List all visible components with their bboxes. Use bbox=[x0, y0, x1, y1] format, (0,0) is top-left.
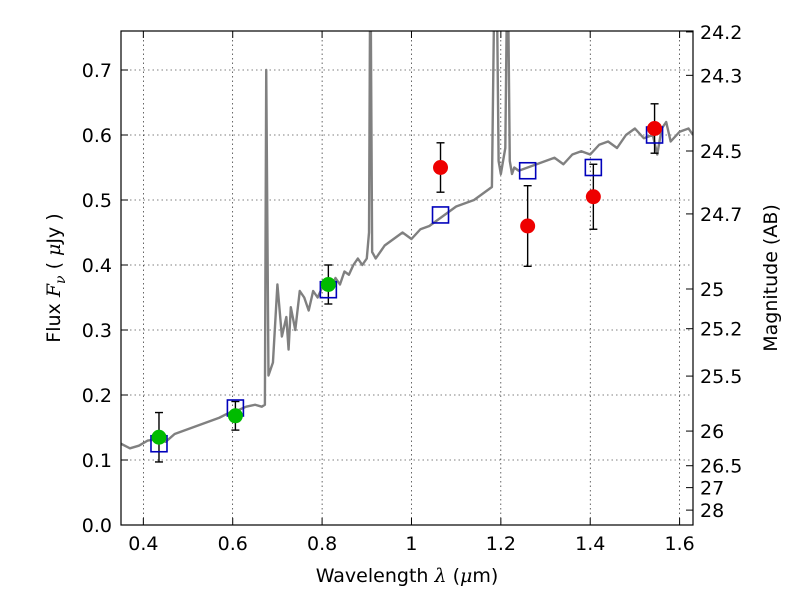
y2-tick-label: 24.5 bbox=[700, 141, 742, 163]
y2-tick-label: 24.7 bbox=[700, 204, 742, 226]
y-axis-unit-open: ( bbox=[43, 262, 65, 269]
y-tick-label: 0.3 bbox=[82, 320, 112, 342]
observed-flux-point bbox=[520, 218, 536, 234]
y2-tick-label: 26.5 bbox=[700, 456, 742, 478]
x-axis-unit-mu: μ bbox=[460, 565, 472, 587]
x-tick-label: 0.4 bbox=[128, 533, 158, 555]
y2-tick-label: 25.5 bbox=[700, 366, 742, 388]
y2-tick-label: 25.2 bbox=[700, 319, 742, 341]
y-axis-title-text: Flux bbox=[43, 303, 65, 343]
x-ticks: 0.4 0.6 0.8 1 1.2 1.4 1.6 bbox=[128, 31, 695, 555]
y-axis-unit-rest: Jy ) bbox=[43, 213, 65, 244]
x-tick-label: 1.4 bbox=[575, 533, 605, 555]
observed-flux-point bbox=[320, 277, 336, 292]
y-tick-label: 0.0 bbox=[82, 515, 112, 537]
observed-flux-point bbox=[585, 189, 601, 205]
y2-tick-label: 28 bbox=[700, 500, 724, 522]
y-tick-label: 0.6 bbox=[82, 125, 112, 147]
model-photometry-square bbox=[431, 206, 450, 224]
x-axis-title: Wavelength λ (μm) bbox=[316, 565, 499, 587]
x-axis-unit-rest: m) bbox=[472, 565, 498, 587]
observed-flux-point bbox=[227, 408, 243, 424]
data-markers-layer bbox=[150, 103, 664, 463]
y2-axis-title: Magnitude (AB) bbox=[760, 204, 782, 352]
x-tick-label: 1.6 bbox=[664, 533, 694, 555]
observed-flux-point bbox=[433, 160, 449, 175]
plot-frame bbox=[120, 30, 694, 526]
y-axis-title-subscript: ν bbox=[53, 275, 69, 284]
y-axis-unit-mu: μ bbox=[43, 244, 65, 256]
x-tick-label: 1 bbox=[405, 533, 417, 555]
observed-flux-point bbox=[151, 429, 167, 445]
y-axis-title-symbol: F bbox=[43, 283, 65, 298]
y-axis-title: Flux Fν ( μJy ) bbox=[43, 213, 69, 342]
model-photometry-square bbox=[584, 158, 603, 177]
model-photometry-square bbox=[518, 161, 537, 180]
y-tick-label: 0.5 bbox=[82, 190, 112, 212]
model-spectrum-layer bbox=[121, 31, 693, 450]
x-tick-label: 0.6 bbox=[218, 533, 248, 555]
y-tick-label: 0.7 bbox=[82, 60, 112, 82]
y2-tick-label: 24.2 bbox=[700, 22, 742, 44]
y-tick-label: 0.2 bbox=[82, 385, 112, 407]
observed-flux-point bbox=[647, 121, 663, 136]
x-axis-title-symbol: λ bbox=[433, 565, 446, 587]
y-tick-label: 0.1 bbox=[82, 450, 112, 472]
y2-tick-label: 24.3 bbox=[700, 65, 742, 87]
y2-tick-label: 26 bbox=[700, 421, 724, 443]
y2-tick-label: 27 bbox=[700, 478, 724, 500]
y2-tick-label: 25 bbox=[700, 279, 724, 301]
y-ticks: 0.0 0.1 0.2 0.3 0.4 0.5 0.6 0.7 bbox=[82, 60, 128, 537]
y-tick-label: 0.4 bbox=[82, 255, 112, 277]
x-axis-title-text: Wavelength bbox=[316, 565, 429, 587]
x-tick-label: 1.2 bbox=[486, 533, 516, 555]
model-spectrum-line bbox=[121, 31, 693, 450]
x-axis-unit-open: ( bbox=[453, 565, 460, 587]
x-tick-label: 0.8 bbox=[307, 533, 337, 555]
